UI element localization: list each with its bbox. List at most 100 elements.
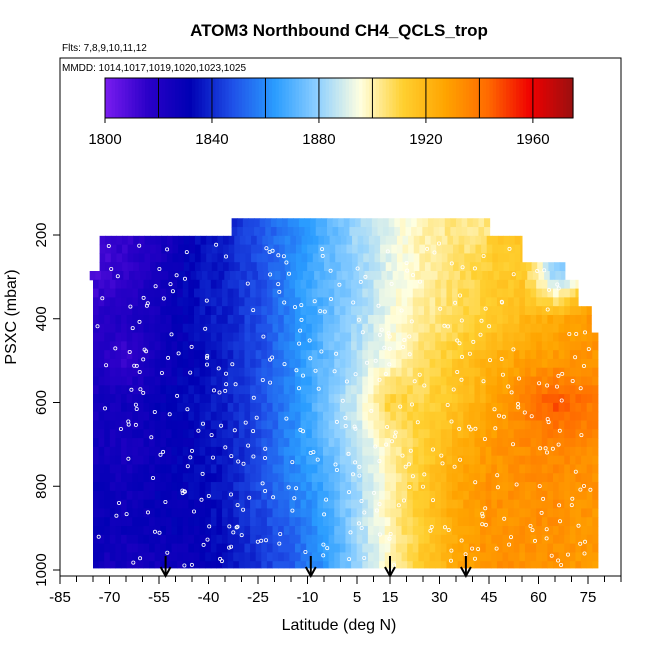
heatmap-cell xyxy=(351,543,358,553)
heatmap-cell xyxy=(334,288,341,298)
heatmap-cell xyxy=(205,288,212,298)
heatmap-cell xyxy=(193,561,201,569)
heatmap-cell xyxy=(328,394,335,404)
heatmap-cell xyxy=(452,561,459,569)
heatmap-cell xyxy=(267,244,275,254)
heatmap-cell xyxy=(447,235,454,246)
heatmap-cell xyxy=(351,288,358,298)
colorbar-segment xyxy=(479,78,484,118)
heatmap-cell xyxy=(132,534,139,545)
heatmap-cell xyxy=(553,482,560,492)
heatmap-cell xyxy=(298,227,306,237)
heatmap-cell xyxy=(222,552,229,562)
heatmap-cell xyxy=(199,552,206,562)
heatmap-cell xyxy=(379,526,386,536)
heatmap-cell xyxy=(199,358,206,369)
heatmap-cell xyxy=(390,526,397,536)
heatmap-cell xyxy=(496,306,504,316)
heatmap-cell xyxy=(418,420,425,430)
heatmap-cell xyxy=(530,323,537,334)
observation-point xyxy=(322,512,327,517)
observation-point xyxy=(377,459,382,464)
heatmap-cell xyxy=(463,394,470,404)
heatmap-cell xyxy=(304,227,311,237)
heatmap-cell xyxy=(356,420,363,430)
heatmap-cell xyxy=(205,552,212,562)
heatmap-cell xyxy=(547,402,554,413)
heatmap-cell xyxy=(126,517,133,527)
heatmap-cell xyxy=(480,526,487,536)
heatmap-cell xyxy=(121,394,128,404)
heatmap-cell xyxy=(351,499,358,509)
colorbar-segment xyxy=(298,78,303,118)
heatmap-cell xyxy=(182,552,189,562)
heatmap-cell xyxy=(362,367,369,378)
heatmap-cell xyxy=(547,297,554,307)
heatmap-cell xyxy=(592,411,599,421)
heatmap-cell xyxy=(328,508,335,518)
observation-point xyxy=(510,442,515,447)
heatmap-cell xyxy=(160,306,167,316)
heatmap-cell xyxy=(144,244,151,254)
colorbar-segment xyxy=(405,78,410,118)
heatmap-cell xyxy=(295,244,303,254)
heatmap-cell xyxy=(93,552,100,562)
heatmap-cell xyxy=(513,341,520,351)
heatmap-cell xyxy=(418,306,425,316)
heatmap-cell xyxy=(132,517,139,527)
heatmap-cell xyxy=(109,534,116,545)
heatmap-cell xyxy=(171,429,178,439)
heatmap-cell xyxy=(524,499,532,509)
heatmap-cell xyxy=(401,297,408,307)
heatmap-cell xyxy=(440,306,447,316)
heatmap-cell xyxy=(266,314,274,325)
heatmap-cell xyxy=(210,358,217,369)
heatmap-cell xyxy=(160,482,167,492)
heatmap-cell xyxy=(121,376,128,386)
heatmap-cell xyxy=(418,534,425,545)
observation-point xyxy=(138,387,143,392)
heatmap-cell xyxy=(367,376,374,386)
heatmap-cell xyxy=(395,543,403,553)
heatmap-cell xyxy=(524,402,532,413)
heatmap-cell xyxy=(586,376,593,386)
heatmap-cell xyxy=(244,517,251,527)
heatmap-cell xyxy=(476,271,483,281)
heatmap-cell xyxy=(502,367,509,378)
heatmap-cell xyxy=(356,438,363,448)
heatmap-cell xyxy=(558,473,565,483)
heatmap-cell xyxy=(592,385,599,395)
heatmap-cell xyxy=(530,446,537,457)
heatmap-cell xyxy=(575,508,582,518)
heatmap-cell xyxy=(300,358,307,369)
heatmap-cell xyxy=(266,438,274,448)
heatmap-cell xyxy=(105,253,112,263)
heatmap-cell xyxy=(519,402,526,413)
colorbar-segment xyxy=(105,78,109,118)
heatmap-cell xyxy=(379,332,386,342)
heatmap-cell xyxy=(115,358,122,369)
heatmap-cell xyxy=(233,341,240,351)
heatmap-cell xyxy=(311,394,318,404)
heatmap-cell xyxy=(493,271,500,281)
heatmap-cell xyxy=(457,490,464,501)
heatmap-cell xyxy=(311,561,318,569)
heatmap-cell xyxy=(575,429,582,439)
heatmap-cell xyxy=(536,350,543,360)
heatmap-cell xyxy=(104,543,111,553)
heatmap-cell xyxy=(171,332,178,342)
colorbar-segment xyxy=(218,78,223,118)
observation-point xyxy=(254,415,259,420)
heatmap-cell xyxy=(463,332,470,342)
heatmap-cell xyxy=(255,499,262,509)
heatmap-cell xyxy=(440,279,447,290)
heatmap-cell xyxy=(464,262,471,272)
heatmap-cell xyxy=(418,438,425,448)
heatmap-cell xyxy=(121,482,128,492)
heatmap-cell xyxy=(109,482,116,492)
heatmap-cell xyxy=(278,350,285,360)
heatmap-cell xyxy=(121,552,128,562)
heatmap-cell xyxy=(233,552,240,562)
heatmap-cell xyxy=(396,253,404,263)
heatmap-cell xyxy=(339,464,346,474)
